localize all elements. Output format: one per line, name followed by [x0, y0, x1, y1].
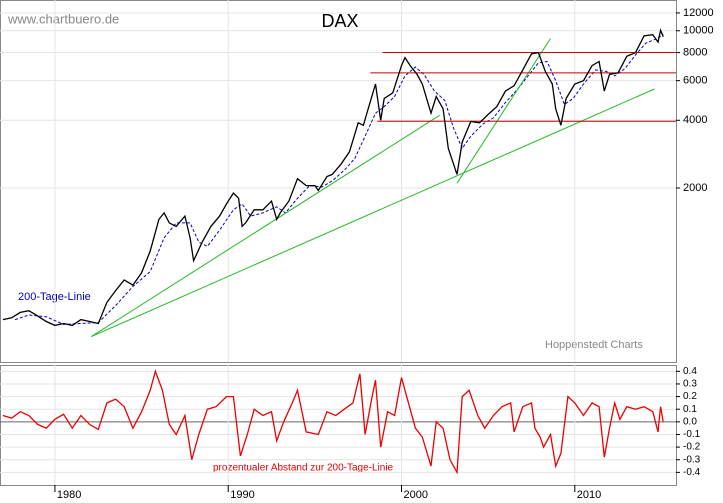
- y-tick-label: 2000: [683, 182, 707, 194]
- y-tick-label: 4000: [683, 114, 707, 126]
- main-panel: [0, 0, 677, 363]
- oscillator-title: prozentualer Abstand zur 200-Tage-Linie: [213, 463, 394, 474]
- y-tick-label: 8000: [683, 46, 707, 58]
- trend-line: [456, 38, 551, 184]
- source: www.chartbuero.de: [7, 11, 119, 26]
- chart-title: DAX: [321, 11, 358, 31]
- y-tick-label: 0.4: [683, 366, 697, 377]
- y-tick-label: 0.2: [683, 391, 697, 402]
- credit: Hoppenstedt Charts: [545, 339, 643, 351]
- y-tick-label: -0.1: [683, 429, 701, 440]
- y-tick-label: 6000: [683, 75, 707, 87]
- y-tick-label: -0.3: [683, 454, 701, 465]
- x-tick-label: 1980: [57, 489, 81, 501]
- x-tick-label: 1990: [230, 489, 254, 501]
- y-tick-label: 0.0: [683, 416, 697, 427]
- y-tick-label: -0.2: [683, 442, 701, 453]
- y-tick-label: 0.1: [683, 404, 697, 415]
- y-tick-label: 0.3: [683, 379, 697, 390]
- oscillator-panel: [0, 365, 677, 486]
- trend-line: [91, 88, 655, 338]
- y-tick-label: -0.4: [683, 467, 701, 478]
- y-tick-label: 10000: [683, 25, 714, 37]
- x-tick-label: 2010: [577, 489, 601, 501]
- data-line: [2, 28, 664, 327]
- trend-line: [91, 114, 440, 338]
- y-tick-label: 12000: [683, 7, 714, 19]
- x-tick-label: 2000: [404, 489, 428, 501]
- legend-entry: 200-Tage-Linie: [18, 291, 91, 303]
- data-line: [2, 369, 664, 475]
